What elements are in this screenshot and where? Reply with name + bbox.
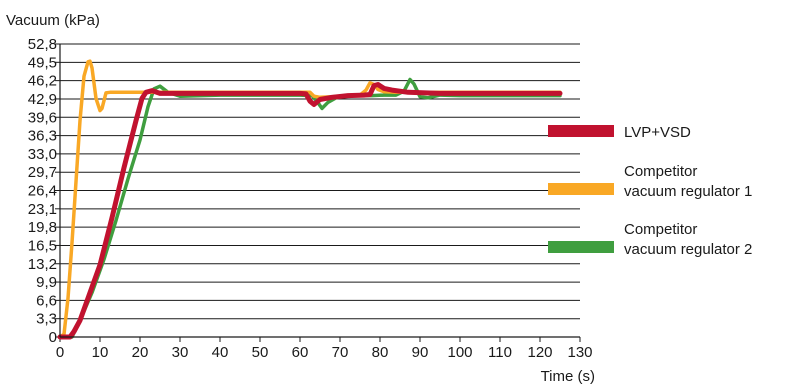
x-tick-label: 20	[132, 344, 149, 361]
y-tick-label: 29,7	[28, 164, 57, 181]
y-tick-label: 16,5	[28, 237, 57, 254]
legend-label: vacuum regulator 2	[624, 241, 752, 258]
y-tick-labels: 03,3 6,69,913,2 16,519,823,126,4 29,733,036…	[28, 36, 57, 346]
x-tick-label: 50	[252, 344, 269, 361]
y-tick-label: 42,9	[28, 91, 57, 108]
y-tick-label: 19,8	[28, 219, 57, 236]
legend-swatch	[548, 183, 614, 195]
x-tick-label: 90	[412, 344, 429, 361]
legend: LVP+VSD Competitor vacuum regulator 1 Compe…	[548, 124, 752, 258]
y-tick-label: 9,9	[36, 274, 57, 291]
x-tick-label: 130	[567, 344, 592, 361]
x-tick-label: 10	[92, 344, 109, 361]
y-tick-label: 36,3	[28, 128, 57, 145]
legend-label: Competitor	[624, 163, 697, 180]
y-tick-label: 13,2	[28, 256, 57, 273]
grid-lines	[55, 43, 581, 342]
y-tick-label: 23,1	[28, 201, 57, 218]
axes	[59, 44, 580, 338]
x-tick-label: 60	[292, 344, 309, 361]
y-tick-label: 0	[49, 329, 57, 346]
y-tick-label: 46,2	[28, 73, 57, 90]
x-tick-label: 70	[332, 344, 349, 361]
x-axis-title: Time (s)	[541, 368, 595, 385]
x-tick-labels: 0 10 20 30 40 50 60 70 80 90 100 110 120 130	[56, 344, 593, 361]
x-tick-label: 30	[172, 344, 189, 361]
x-tick-label: 100	[447, 344, 472, 361]
y-tick-label: 52,8	[28, 36, 57, 53]
legend-label: Competitor	[624, 221, 697, 238]
x-tick-label: 80	[372, 344, 389, 361]
legend-swatch	[548, 125, 614, 137]
x-tick-label: 110	[488, 344, 512, 361]
x-tick-label: 40	[212, 344, 229, 361]
y-tick-label: 3,3	[36, 311, 57, 328]
y-tick-label: 39,6	[28, 109, 57, 126]
y-axis-title: Vacuum (kPa)	[6, 12, 100, 29]
y-tick-label: 49,5	[28, 54, 57, 71]
x-tick-label: 0	[56, 344, 64, 361]
y-tick-label: 26,4	[28, 183, 57, 200]
x-tick-label: 120	[527, 344, 552, 361]
series-lines	[57, 59, 563, 340]
legend-swatch	[548, 241, 614, 253]
series-line-lvp-vsd	[57, 82, 563, 340]
y-tick-label: 6,6	[36, 292, 57, 309]
legend-label: vacuum regulator 1	[624, 183, 752, 200]
y-tick-label: 33,0	[28, 146, 57, 163]
legend-label: LVP+VSD	[624, 124, 691, 141]
